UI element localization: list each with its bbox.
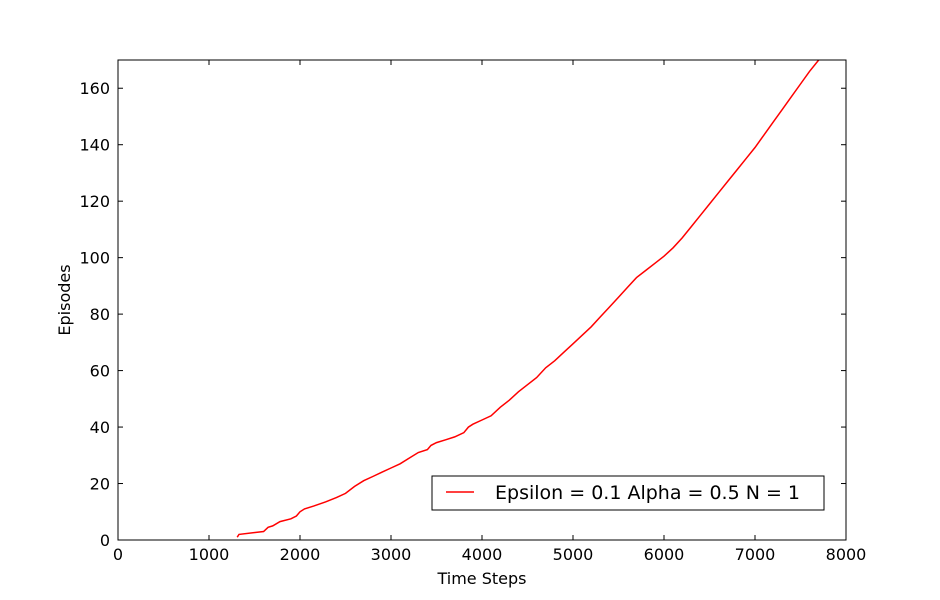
x-tick-label: 3000 [371,545,412,564]
legend: Epsilon = 0.1 Alpha = 0.5 N = 1 [431,475,825,511]
y-tick-label: 60 [90,362,110,381]
legend-frame [431,475,825,511]
y-axis-title: Episodes [55,264,74,335]
x-tick-label: 6000 [644,545,685,564]
series-line [236,60,822,538]
y-tick-label: 0 [100,531,110,550]
y-tick-label: 80 [90,305,110,324]
x-tick-label: 0 [113,545,123,564]
x-tick-label: 1000 [189,545,230,564]
x-axis-title: Time Steps [436,569,526,588]
legend-label: Epsilon = 0.1 Alpha = 0.5 N = 1 [495,482,800,504]
x-tick-label: 5000 [553,545,594,564]
y-tick-label: 40 [90,418,110,437]
ticks-layer: 0 1000 2000 3000 4000 5000 6000 7000 8000 0 20 40 60… [79,60,866,564]
x-tick-label: 8000 [826,545,867,564]
y-tick-label: 120 [79,192,110,211]
x-tick-label: 7000 [735,545,776,564]
plot-layer [236,60,822,538]
y-tick-label: 160 [79,79,110,98]
y-tick-label: 140 [79,136,110,155]
x-tick-label: 4000 [462,545,503,564]
y-tick-label: 100 [79,249,110,268]
y-tick-label: 20 [90,475,110,494]
x-tick-label: 2000 [280,545,321,564]
plot-area-frame [117,59,847,541]
